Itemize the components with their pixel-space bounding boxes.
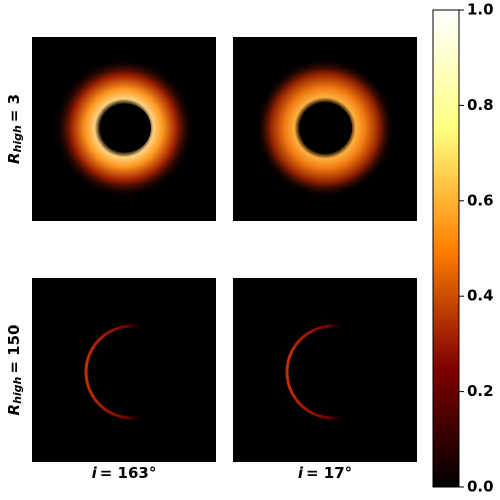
colorbar-tick-label: 0.0: [467, 478, 494, 496]
colorbar-tick-label: 1.0: [467, 1, 494, 19]
shadow: [304, 104, 352, 152]
row-subscript: high: [11, 125, 24, 152]
row-relation: = 3: [5, 94, 23, 122]
colorbar-tick-label: 0.2: [467, 382, 494, 400]
colorbar-tick-label: 0.6: [467, 191, 494, 209]
row-symbol: R: [5, 404, 23, 416]
crescent: [285, 324, 381, 420]
row-relation: = 150: [5, 325, 23, 374]
colorbar: [432, 9, 460, 488]
column-symbol: i: [298, 464, 304, 482]
colorbar-tick-label: 0.8: [467, 96, 494, 114]
row-label: Rhigh = 150: [5, 325, 25, 416]
row-symbol: R: [5, 152, 23, 164]
row-label: Rhigh = 3: [5, 94, 25, 164]
image-panel: [32, 278, 216, 462]
colorbar-tick-label: 0.4: [467, 287, 494, 305]
column-label: i = 17°: [298, 464, 352, 482]
column-label: i = 163°: [92, 464, 157, 482]
shadow: [103, 104, 151, 152]
column-relation: = 163°: [100, 464, 157, 482]
column-symbol: i: [92, 464, 98, 482]
crescent: [84, 324, 180, 420]
row-subscript: high: [11, 376, 24, 403]
image-panel: [233, 278, 417, 462]
column-relation: = 17°: [306, 464, 352, 482]
